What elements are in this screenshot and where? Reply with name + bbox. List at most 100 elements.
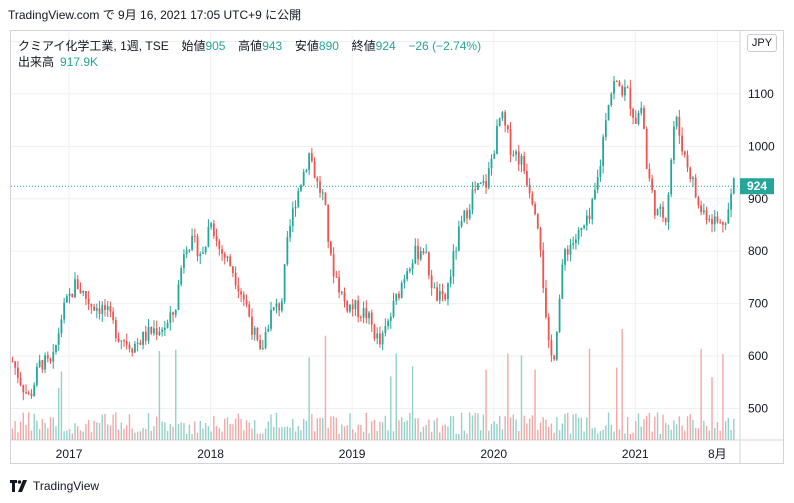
x-tick-label: 2019	[339, 447, 366, 461]
candle-body	[155, 328, 158, 335]
candle-body	[272, 307, 275, 310]
volume-bar	[392, 431, 395, 440]
volume-bar	[330, 416, 332, 440]
candle-body	[321, 192, 324, 194]
candle-body	[395, 293, 398, 301]
volume-bar	[335, 417, 338, 440]
volume-bar	[496, 423, 498, 440]
volume-bar	[534, 369, 536, 440]
candle-body	[588, 215, 591, 220]
candle-body	[349, 304, 351, 312]
volume-bar	[436, 417, 438, 440]
volume-bar	[332, 416, 335, 440]
candle-body	[106, 306, 109, 310]
volume-bar	[624, 433, 626, 440]
candle-body	[101, 304, 104, 314]
volume-bar	[175, 349, 177, 440]
candle-body	[223, 253, 226, 258]
volume-bar	[131, 428, 133, 440]
volume-bar	[109, 425, 112, 440]
volume-bar	[493, 421, 495, 440]
volume-bar	[425, 424, 427, 440]
candle-body	[57, 333, 60, 345]
volume-bar	[572, 414, 574, 440]
candle-body	[354, 300, 357, 310]
candle-body	[727, 209, 730, 224]
candle-body	[63, 302, 66, 320]
volume-bar	[166, 430, 169, 440]
candle-body	[332, 254, 335, 277]
candle-body	[487, 168, 490, 188]
volume-bar	[183, 423, 185, 440]
volume-bar	[278, 427, 280, 440]
volume-bar	[670, 429, 672, 440]
candle-body	[11, 361, 14, 363]
candle-body	[270, 309, 272, 329]
volume-bar	[221, 431, 223, 440]
low-value: 890	[318, 39, 339, 53]
volume-bar	[577, 417, 580, 440]
volume-bar	[605, 425, 607, 440]
candle-body	[131, 348, 134, 353]
candle-body	[711, 219, 713, 225]
candle-body	[722, 222, 724, 225]
candle-body	[297, 190, 300, 207]
candle-body	[683, 151, 686, 155]
volume-bar	[237, 413, 240, 440]
volume-bar	[673, 420, 675, 440]
volume-bar	[550, 423, 553, 440]
candle-body	[460, 221, 463, 227]
candle-body	[569, 244, 572, 255]
volume-bar	[68, 428, 71, 440]
candle-body	[218, 240, 221, 250]
volume-bar	[700, 349, 702, 440]
volume-bar	[343, 426, 346, 440]
candle-body	[351, 304, 354, 310]
candle-body	[283, 264, 286, 302]
candle-body	[575, 239, 577, 244]
footer-brand[interactable]: TradingView	[10, 479, 99, 493]
currency-button[interactable]: JPY	[747, 34, 777, 52]
volume-bar	[224, 418, 226, 440]
candle-body	[128, 344, 131, 349]
y-tick-label: 600	[748, 349, 768, 363]
candle-body	[215, 236, 218, 241]
volume-bar	[567, 412, 569, 440]
candle-body	[71, 293, 74, 298]
candle-body	[403, 279, 406, 283]
volume-bar	[123, 428, 125, 440]
candle-body	[327, 204, 330, 242]
volume-bar	[322, 418, 324, 440]
candle-body	[30, 393, 33, 397]
volume-bar	[692, 419, 694, 440]
candle-body	[468, 209, 471, 219]
volume-bar	[286, 426, 289, 440]
candle-body	[191, 235, 193, 250]
volume-bar	[629, 433, 632, 440]
volume-bar	[395, 353, 397, 440]
volume-bar	[270, 414, 272, 440]
volume-bar	[199, 420, 201, 440]
volume-bar	[106, 424, 109, 440]
candle-body	[572, 243, 575, 245]
candle-body	[444, 294, 447, 300]
volume-bar	[591, 428, 593, 440]
volume-bar	[55, 426, 57, 440]
candle-body	[550, 340, 553, 356]
volume-bar	[714, 427, 716, 440]
volume-bar	[371, 421, 373, 440]
candle-body	[436, 287, 438, 301]
volume-bar	[694, 427, 697, 440]
volume-bar	[172, 426, 174, 440]
candle-body	[125, 341, 128, 345]
x-tick-label: 2017	[56, 447, 83, 461]
volume-bar	[686, 416, 689, 440]
volume-bar	[588, 348, 591, 440]
volume-bar	[294, 431, 297, 440]
volume-bar	[537, 429, 539, 440]
candle-body	[618, 81, 621, 87]
candle-body	[87, 298, 90, 305]
volume-bar	[665, 422, 667, 440]
chart-frame	[10, 30, 784, 464]
